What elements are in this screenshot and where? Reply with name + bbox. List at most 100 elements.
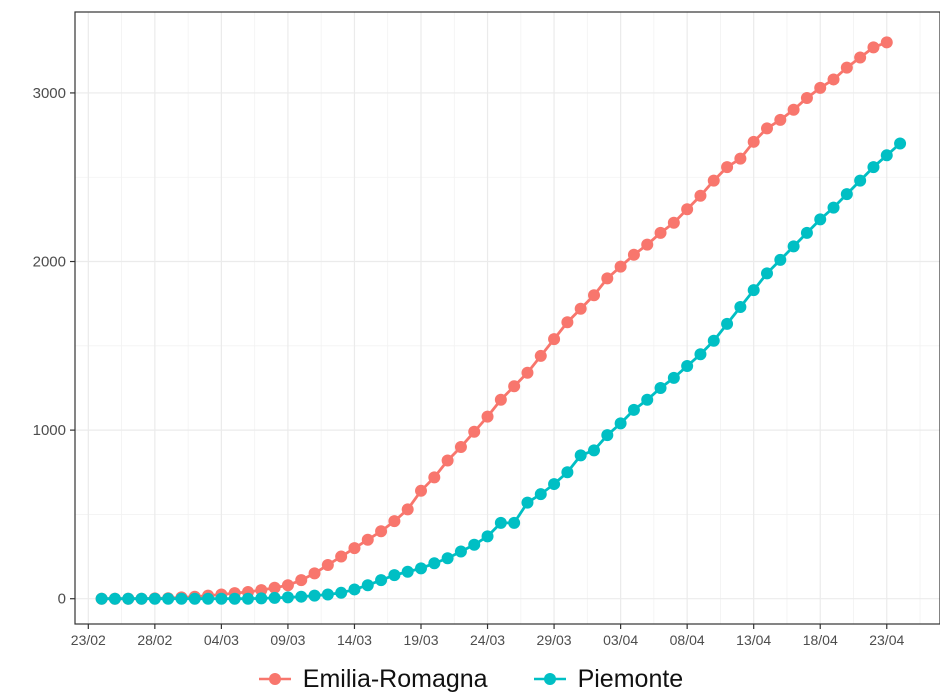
data-point-piemonte [321,588,334,601]
data-point-emilia-romagna [641,238,654,251]
data-point-emilia-romagna [308,567,321,580]
data-point-emilia-romagna [601,272,614,285]
data-point-emilia-romagna [561,316,574,329]
x-tick-label: 18/04 [803,632,838,648]
data-point-piemonte [840,188,853,201]
data-point-piemonte [348,583,361,596]
data-point-emilia-romagna [667,216,680,229]
x-tick-label: 03/04 [603,632,638,648]
data-point-emilia-romagna [694,189,707,202]
data-point-emilia-romagna [521,366,534,379]
x-tick-label: 19/03 [403,632,438,648]
data-point-piemonte [295,590,308,603]
data-point-piemonte [721,317,734,330]
y-tick-label: 0 [58,591,66,608]
data-point-emilia-romagna [827,73,840,86]
data-point-piemonte [281,591,294,604]
legend-label-emilia-romagna: Emilia-Romagna [302,664,488,693]
data-point-piemonte [561,466,574,479]
legend-key-piemonte [533,673,566,685]
data-point-piemonte [361,579,374,592]
data-point-emilia-romagna [588,289,600,302]
data-point-piemonte [667,371,680,384]
data-point-emilia-romagna [454,440,467,453]
data-point-emilia-romagna [840,61,853,74]
data-point-emilia-romagna [348,542,361,555]
axis-layer: 0 1000 2000 3000 23/02 28/02 04/03 09/03 14/03 19… [33,85,905,648]
data-point-emilia-romagna [468,425,481,438]
data-point-piemonte [854,174,867,187]
grid-minor [75,12,940,624]
data-point-emilia-romagna [761,122,773,135]
data-point-emilia-romagna [707,174,720,187]
data-point-emilia-romagna [787,103,800,116]
data-point-piemonte [335,586,348,599]
data-point-piemonte [787,240,800,253]
data-point-emilia-romagna [614,260,627,273]
data-point-emilia-romagna [534,349,547,362]
data-point-emilia-romagna [494,393,507,406]
data-point-emilia-romagna [401,503,414,516]
data-point-emilia-romagna [854,51,867,64]
data-point-emilia-romagna [880,36,893,49]
data-point-piemonte [468,538,481,551]
legend-item-piemonte: Piemonte [532,665,683,694]
plot-border [74,11,940,625]
legend: Emilia-Romagna Piemonte [0,660,940,698]
data-point-piemonte [707,334,720,347]
data-point-piemonte [454,545,467,558]
data-point-emilia-romagna [681,203,694,216]
data-point-emilia-romagna [388,515,401,528]
data-point-emilia-romagna [441,454,454,467]
x-tick-label: 23/02 [71,632,106,648]
data-point-emilia-romagna [335,550,348,563]
data-point-piemonte [228,592,241,605]
data-point-emilia-romagna [481,410,494,423]
y-tick-label: 3000 [33,85,66,102]
data-point-emilia-romagna [428,471,441,484]
data-point-piemonte [135,592,148,605]
data-point-emilia-romagna [627,248,640,261]
data-point-emilia-romagna [508,380,521,393]
data-point-emilia-romagna [361,533,374,546]
series-layer [95,36,907,605]
data-point-emilia-romagna [268,581,281,594]
data-point-emilia-romagna [548,333,561,346]
data-point-piemonte [694,348,707,361]
data-point-piemonte [375,574,388,587]
data-point-emilia-romagna [814,81,827,94]
data-point-piemonte [108,592,121,605]
data-point-piemonte [388,569,401,582]
data-point-piemonte [428,557,441,570]
data-point-piemonte [481,530,494,543]
data-point-piemonte [761,267,773,280]
data-point-piemonte [827,201,840,214]
data-point-piemonte [415,562,427,575]
x-tick-label: 13/04 [736,632,771,648]
data-point-emilia-romagna [747,135,760,148]
data-point-piemonte [122,592,135,605]
data-point-piemonte [627,403,640,416]
data-point-emilia-romagna [654,226,667,239]
data-point-piemonte [175,592,188,605]
grid-major [75,12,940,624]
data-point-emilia-romagna [281,579,294,592]
data-point-piemonte [255,592,268,605]
data-point-piemonte [242,592,254,605]
legend-key-emilia-romagna [258,673,291,685]
chart: 0 1000 2000 3000 23/02 28/02 04/03 09/03 14/03 19… [33,11,940,648]
data-point-piemonte [548,478,561,491]
data-point-piemonte [268,591,281,604]
legend-item-emilia-romagna: Emilia-Romagna [257,665,488,694]
data-point-piemonte [508,516,521,529]
data-point-emilia-romagna [375,525,388,538]
data-point-emilia-romagna [255,584,268,597]
x-tick-label: 23/04 [869,632,904,648]
data-point-piemonte [215,592,228,605]
data-point-piemonte [494,516,507,529]
data-point-piemonte [202,592,215,605]
data-point-piemonte [534,488,547,501]
data-point-piemonte [95,592,108,605]
data-point-piemonte [588,444,600,457]
x-tick-label: 04/03 [204,632,239,648]
